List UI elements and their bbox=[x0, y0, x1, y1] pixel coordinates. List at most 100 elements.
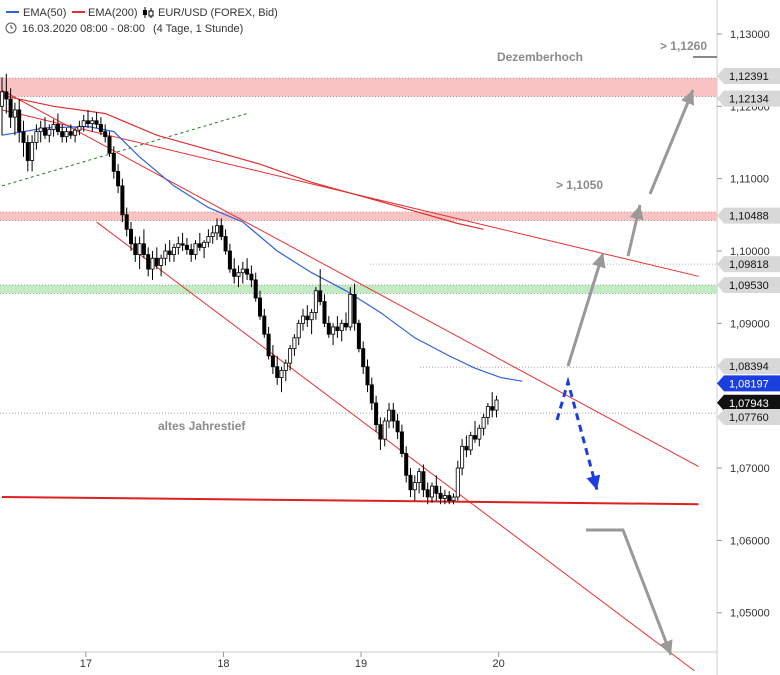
candle-body bbox=[184, 244, 189, 250]
price-tag: 1,07943 bbox=[717, 394, 780, 411]
price-tag-label: 1,12391 bbox=[729, 71, 769, 83]
candle-body bbox=[189, 249, 194, 256]
gray-arrow-3 bbox=[648, 89, 695, 195]
candle-body bbox=[34, 131, 39, 143]
candle-body bbox=[335, 326, 340, 331]
candle-body bbox=[348, 293, 353, 328]
candle-body bbox=[404, 453, 409, 476]
price-tag-label: 1,07760 bbox=[729, 412, 769, 424]
candle-body bbox=[296, 322, 301, 339]
price-tag-bg bbox=[717, 409, 780, 426]
x-tick-label: 17 bbox=[80, 658, 92, 670]
candle-body bbox=[447, 495, 452, 501]
candle-body bbox=[180, 243, 185, 246]
clock-icon bbox=[5, 22, 17, 34]
candle-body bbox=[30, 142, 35, 161]
price-tag-bg bbox=[717, 375, 780, 392]
candle-body bbox=[150, 257, 155, 270]
candle-body bbox=[481, 416, 486, 429]
candle-body bbox=[94, 120, 99, 125]
price-tag-bg bbox=[717, 256, 780, 273]
candle-body bbox=[111, 152, 116, 172]
candle-body bbox=[305, 315, 310, 321]
date-range-label: 16.03.2020 08:00 - 08:00 bbox=[22, 23, 145, 35]
candle-body bbox=[472, 435, 477, 440]
candle-body bbox=[227, 250, 232, 270]
candle-body bbox=[490, 406, 495, 411]
x-tick-label: 18 bbox=[217, 658, 229, 670]
dezemberhoch-zone bbox=[0, 78, 717, 97]
price-tag-bg bbox=[717, 68, 780, 85]
candle-body bbox=[331, 326, 336, 335]
price-tag: 1,12134 bbox=[717, 90, 780, 107]
candle-body bbox=[236, 272, 241, 277]
candle-body bbox=[128, 228, 133, 245]
candle-body bbox=[369, 384, 374, 404]
gray-arrow-1-head bbox=[592, 253, 606, 269]
gray-arrow-1 bbox=[566, 252, 605, 367]
candle-body bbox=[365, 366, 370, 386]
price-tag-bg bbox=[717, 276, 780, 293]
candle-body bbox=[270, 355, 275, 368]
candle-body bbox=[417, 471, 422, 483]
y-tick-label: 1,09000 bbox=[730, 318, 770, 330]
arrows-layer bbox=[555, 89, 695, 656]
candle-body bbox=[47, 129, 52, 136]
candle-body bbox=[412, 482, 417, 491]
candle-body bbox=[322, 301, 327, 324]
price-tag: 1,08197 bbox=[717, 375, 780, 392]
candle-body bbox=[425, 489, 430, 498]
candle-body bbox=[223, 236, 228, 252]
candle-body bbox=[288, 348, 293, 364]
candle-body bbox=[103, 131, 108, 138]
gray-arrow-2-head bbox=[629, 205, 644, 221]
candle-body bbox=[378, 424, 383, 440]
candle-body bbox=[318, 290, 323, 303]
channel-lower-line bbox=[96, 221, 695, 672]
candle-body bbox=[171, 246, 176, 256]
candle-body bbox=[434, 485, 439, 494]
y-tick-label: 1,06000 bbox=[730, 535, 770, 547]
candle-body bbox=[197, 243, 202, 248]
candle-body bbox=[391, 409, 396, 422]
candle-body bbox=[77, 126, 82, 131]
price-tag-label: 1,09818 bbox=[729, 259, 769, 271]
candle-body bbox=[12, 109, 17, 118]
price-tag: 1,09818 bbox=[717, 256, 780, 273]
price-tag-label: 1,12134 bbox=[729, 94, 769, 106]
candle-body bbox=[107, 136, 112, 154]
blue-dashed-arrow bbox=[555, 376, 599, 491]
blue-dashed-arrow-head bbox=[586, 474, 601, 490]
candle-body bbox=[352, 293, 357, 324]
candle-body bbox=[460, 445, 465, 469]
candle-body bbox=[275, 366, 280, 379]
candle-body bbox=[339, 322, 344, 331]
candle-body bbox=[455, 467, 460, 498]
candle-body bbox=[219, 225, 224, 237]
price-tag-label: 1,07943 bbox=[729, 398, 769, 410]
candle-body bbox=[253, 279, 258, 299]
candle-body bbox=[193, 243, 198, 256]
candle-body bbox=[25, 142, 30, 161]
gray-arrow-down-head bbox=[659, 639, 673, 655]
price-tag-bg bbox=[717, 207, 780, 224]
price-tags: 1,12391 1,12134 1,10488 1,09818 1,09530 1,083… bbox=[717, 68, 780, 426]
candle-body bbox=[163, 250, 168, 259]
candle-body bbox=[395, 420, 400, 433]
candle-body bbox=[206, 236, 211, 243]
candle-body bbox=[386, 409, 391, 422]
candle-body bbox=[245, 268, 250, 275]
candle-body bbox=[21, 131, 26, 143]
candle-body bbox=[442, 495, 447, 499]
candle-body bbox=[55, 123, 60, 133]
candle-body bbox=[240, 268, 245, 274]
candle-body bbox=[124, 214, 129, 230]
candle-body bbox=[485, 406, 490, 418]
candle-body bbox=[468, 435, 473, 451]
candle-body bbox=[438, 492, 443, 499]
candle-body bbox=[464, 445, 469, 451]
candle-body bbox=[214, 225, 219, 234]
candle-body bbox=[0, 91, 4, 107]
target-11260-label: > 1,1260 bbox=[660, 39, 707, 53]
